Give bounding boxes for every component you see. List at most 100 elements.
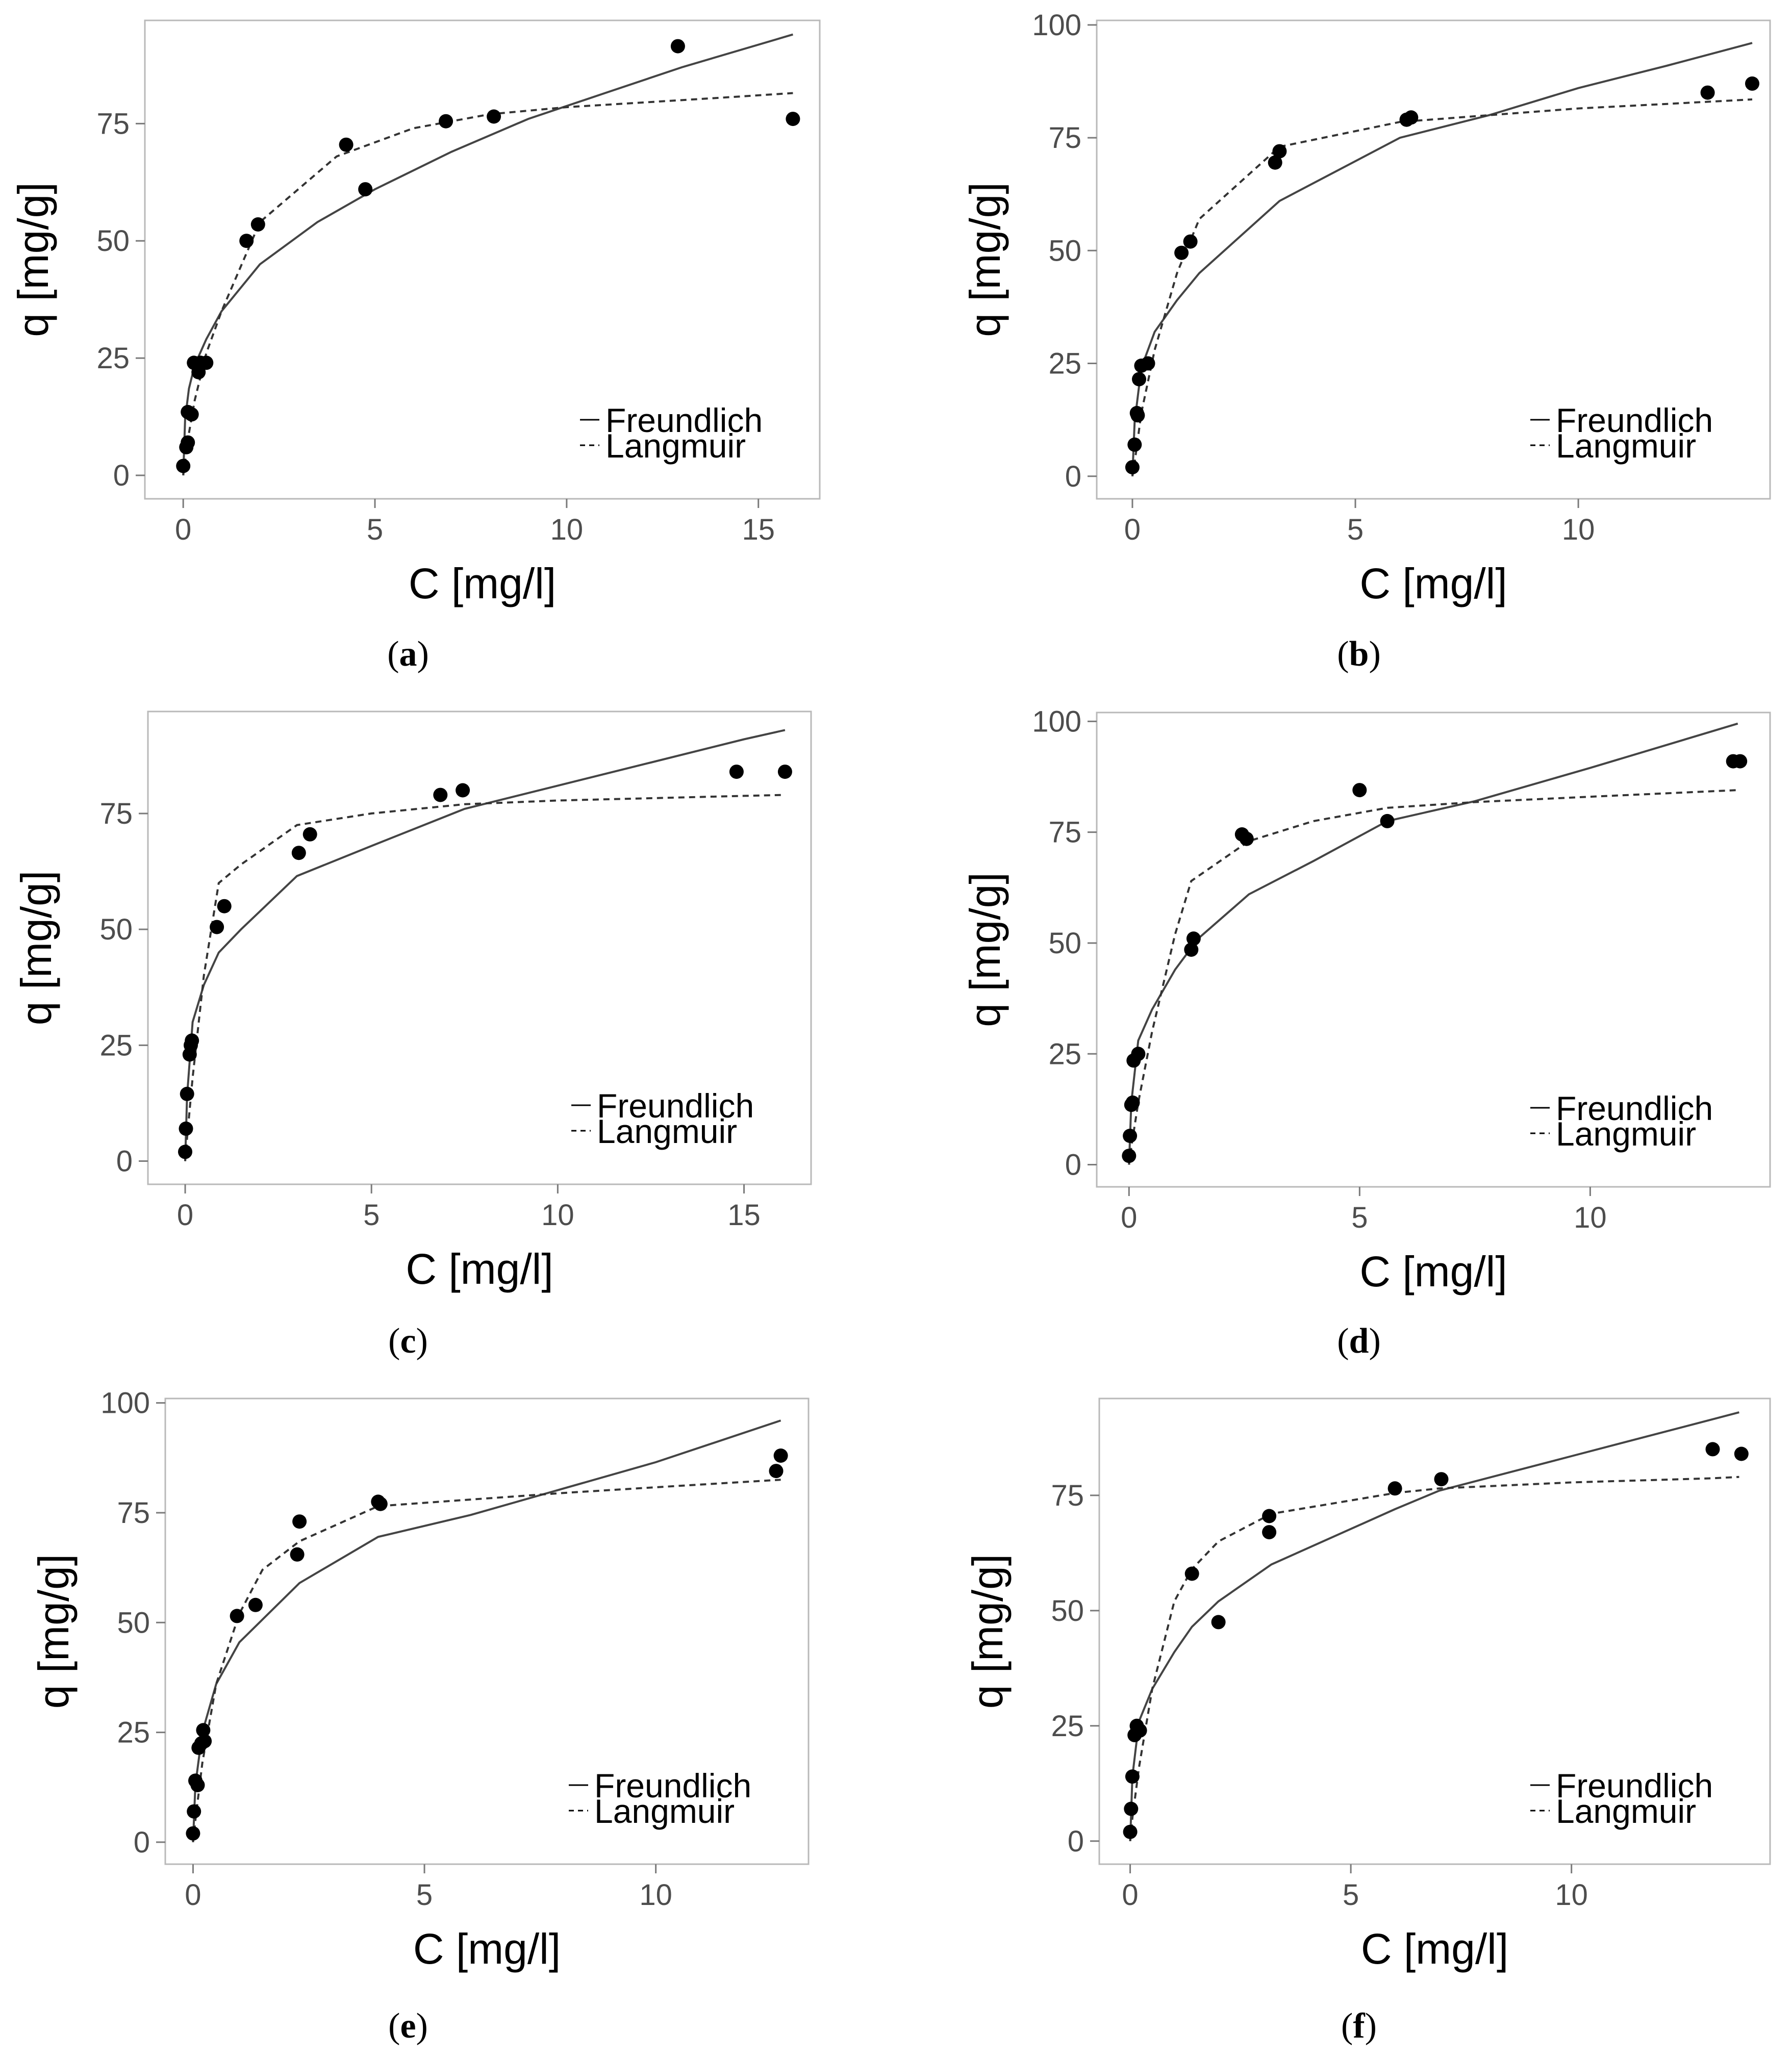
- series-line-langmuir: [1128, 789, 1738, 1165]
- data-point: [433, 787, 448, 802]
- legend-label-langmuir: Langmuir: [1556, 1792, 1696, 1830]
- data-point: [339, 137, 354, 152]
- data-point: [1125, 1769, 1140, 1784]
- caption-open: (: [1341, 2006, 1353, 2046]
- panel-caption: (f): [1341, 2006, 1377, 2046]
- y-tick-label: 25: [1048, 347, 1081, 380]
- panel-caption: (d): [1337, 1321, 1381, 1361]
- y-tick-label: 50: [1048, 927, 1081, 960]
- y-axis-title: q [mg/g]: [964, 1554, 1012, 1709]
- plot-area: [144, 19, 821, 500]
- data-point: [1745, 76, 1759, 91]
- data-point: [190, 1778, 205, 1792]
- data-point: [1705, 1442, 1720, 1457]
- data-point: [180, 1086, 194, 1101]
- y-tick-label: 75: [1051, 1479, 1084, 1512]
- data-point: [373, 1496, 388, 1511]
- caption-open: (: [1337, 1321, 1349, 1361]
- data-point: [196, 1723, 211, 1738]
- y-tick-label: 25: [117, 1716, 150, 1749]
- data-point: [729, 765, 744, 779]
- data-point: [248, 1597, 263, 1612]
- data-point: [290, 1547, 305, 1562]
- y-tick-label: 0: [116, 1145, 133, 1178]
- y-axis-title: q [mg/g]: [30, 1554, 78, 1709]
- legend-label-langmuir: Langmuir: [594, 1792, 735, 1830]
- series-line-freundlich: [182, 33, 793, 476]
- x-tick-label: 5: [1351, 1201, 1368, 1234]
- data-point: [1700, 85, 1715, 100]
- data-point: [187, 1804, 201, 1819]
- x-axis-title: C [mg/l]: [1359, 1248, 1507, 1295]
- data-point: [292, 1514, 307, 1529]
- x-tick-label: 10: [1574, 1201, 1607, 1234]
- x-tick-label: 0: [177, 1199, 193, 1232]
- plot-area: [164, 1397, 810, 1865]
- y-tick-label: 0: [1065, 1149, 1081, 1182]
- x-tick-label: 10: [550, 513, 584, 546]
- data-point: [302, 827, 317, 842]
- data-point: [1262, 1509, 1277, 1523]
- plot-area: [1096, 711, 1771, 1188]
- legend-label-freundlich: Freundlich: [1556, 401, 1713, 439]
- data-point: [777, 765, 792, 779]
- caption-letter: b: [1349, 634, 1369, 674]
- data-point: [1132, 1723, 1147, 1738]
- x-tick-label: 15: [742, 513, 775, 546]
- panel-caption: (b): [1337, 634, 1381, 674]
- data-point: [1734, 1446, 1749, 1461]
- caption-letter: c: [400, 1321, 416, 1361]
- data-point: [1174, 245, 1189, 260]
- data-point: [1184, 1566, 1199, 1581]
- caption-close: ): [1369, 1321, 1380, 1361]
- data-point: [1123, 1129, 1138, 1143]
- data-point: [1733, 754, 1748, 769]
- y-tick-label: 0: [1065, 460, 1081, 493]
- x-axis-title: C [mg/l]: [413, 1925, 561, 1973]
- x-tick-label: 5: [363, 1199, 380, 1232]
- x-tick-label: 5: [416, 1878, 433, 1912]
- chart-panel-a: 0 5 10 15 0 25 50 75 C [mg/l] q [mg/g] FreundlichL…: [9, 19, 821, 674]
- data-point: [1183, 234, 1198, 249]
- y-tick-label: 50: [99, 913, 133, 946]
- x-tick-label: 10: [639, 1878, 672, 1912]
- y-tick-label: 50: [96, 224, 130, 258]
- y-tick-label: 0: [1068, 1825, 1084, 1858]
- data-point: [1239, 831, 1254, 846]
- y-axis-title: q [mg/g]: [961, 872, 1009, 1027]
- y-tick-label: 75: [1048, 816, 1081, 849]
- x-tick-label: 0: [175, 513, 191, 546]
- y-tick-label: 75: [96, 107, 130, 140]
- y-tick-label: 25: [96, 342, 130, 375]
- y-tick-label: 25: [99, 1029, 133, 1062]
- y-axis-title: q [mg/g]: [9, 182, 57, 337]
- x-axis-title: C [mg/l]: [1359, 560, 1507, 607]
- caption-close: ): [1365, 2006, 1377, 2046]
- data-point: [176, 459, 191, 473]
- y-axis-title: q [mg/g]: [12, 871, 60, 1025]
- chart-panel-f: 0 5 10 0 25 50 75 C [mg/l] q [mg/g] FreundlichLan…: [964, 1397, 1771, 2046]
- y-tick-label: 0: [113, 459, 130, 492]
- panel-caption: (a): [387, 634, 429, 674]
- caption-open: (: [388, 2006, 400, 2046]
- data-point: [217, 899, 232, 913]
- panel-caption: (c): [388, 1321, 428, 1361]
- caption-letter: a: [399, 634, 417, 674]
- legend-label-freundlich: Freundlich: [1556, 1089, 1713, 1127]
- data-point: [1130, 408, 1145, 423]
- data-point: [1272, 144, 1287, 159]
- data-point: [1352, 783, 1367, 798]
- x-tick-label: 0: [185, 1878, 201, 1912]
- plot-area: [1096, 19, 1771, 500]
- y-tick-label: 100: [1032, 9, 1081, 42]
- data-point: [1141, 356, 1155, 371]
- data-point: [179, 1121, 193, 1136]
- data-point: [1132, 372, 1146, 387]
- y-tick-label: 75: [117, 1496, 150, 1530]
- data-point: [1434, 1472, 1449, 1487]
